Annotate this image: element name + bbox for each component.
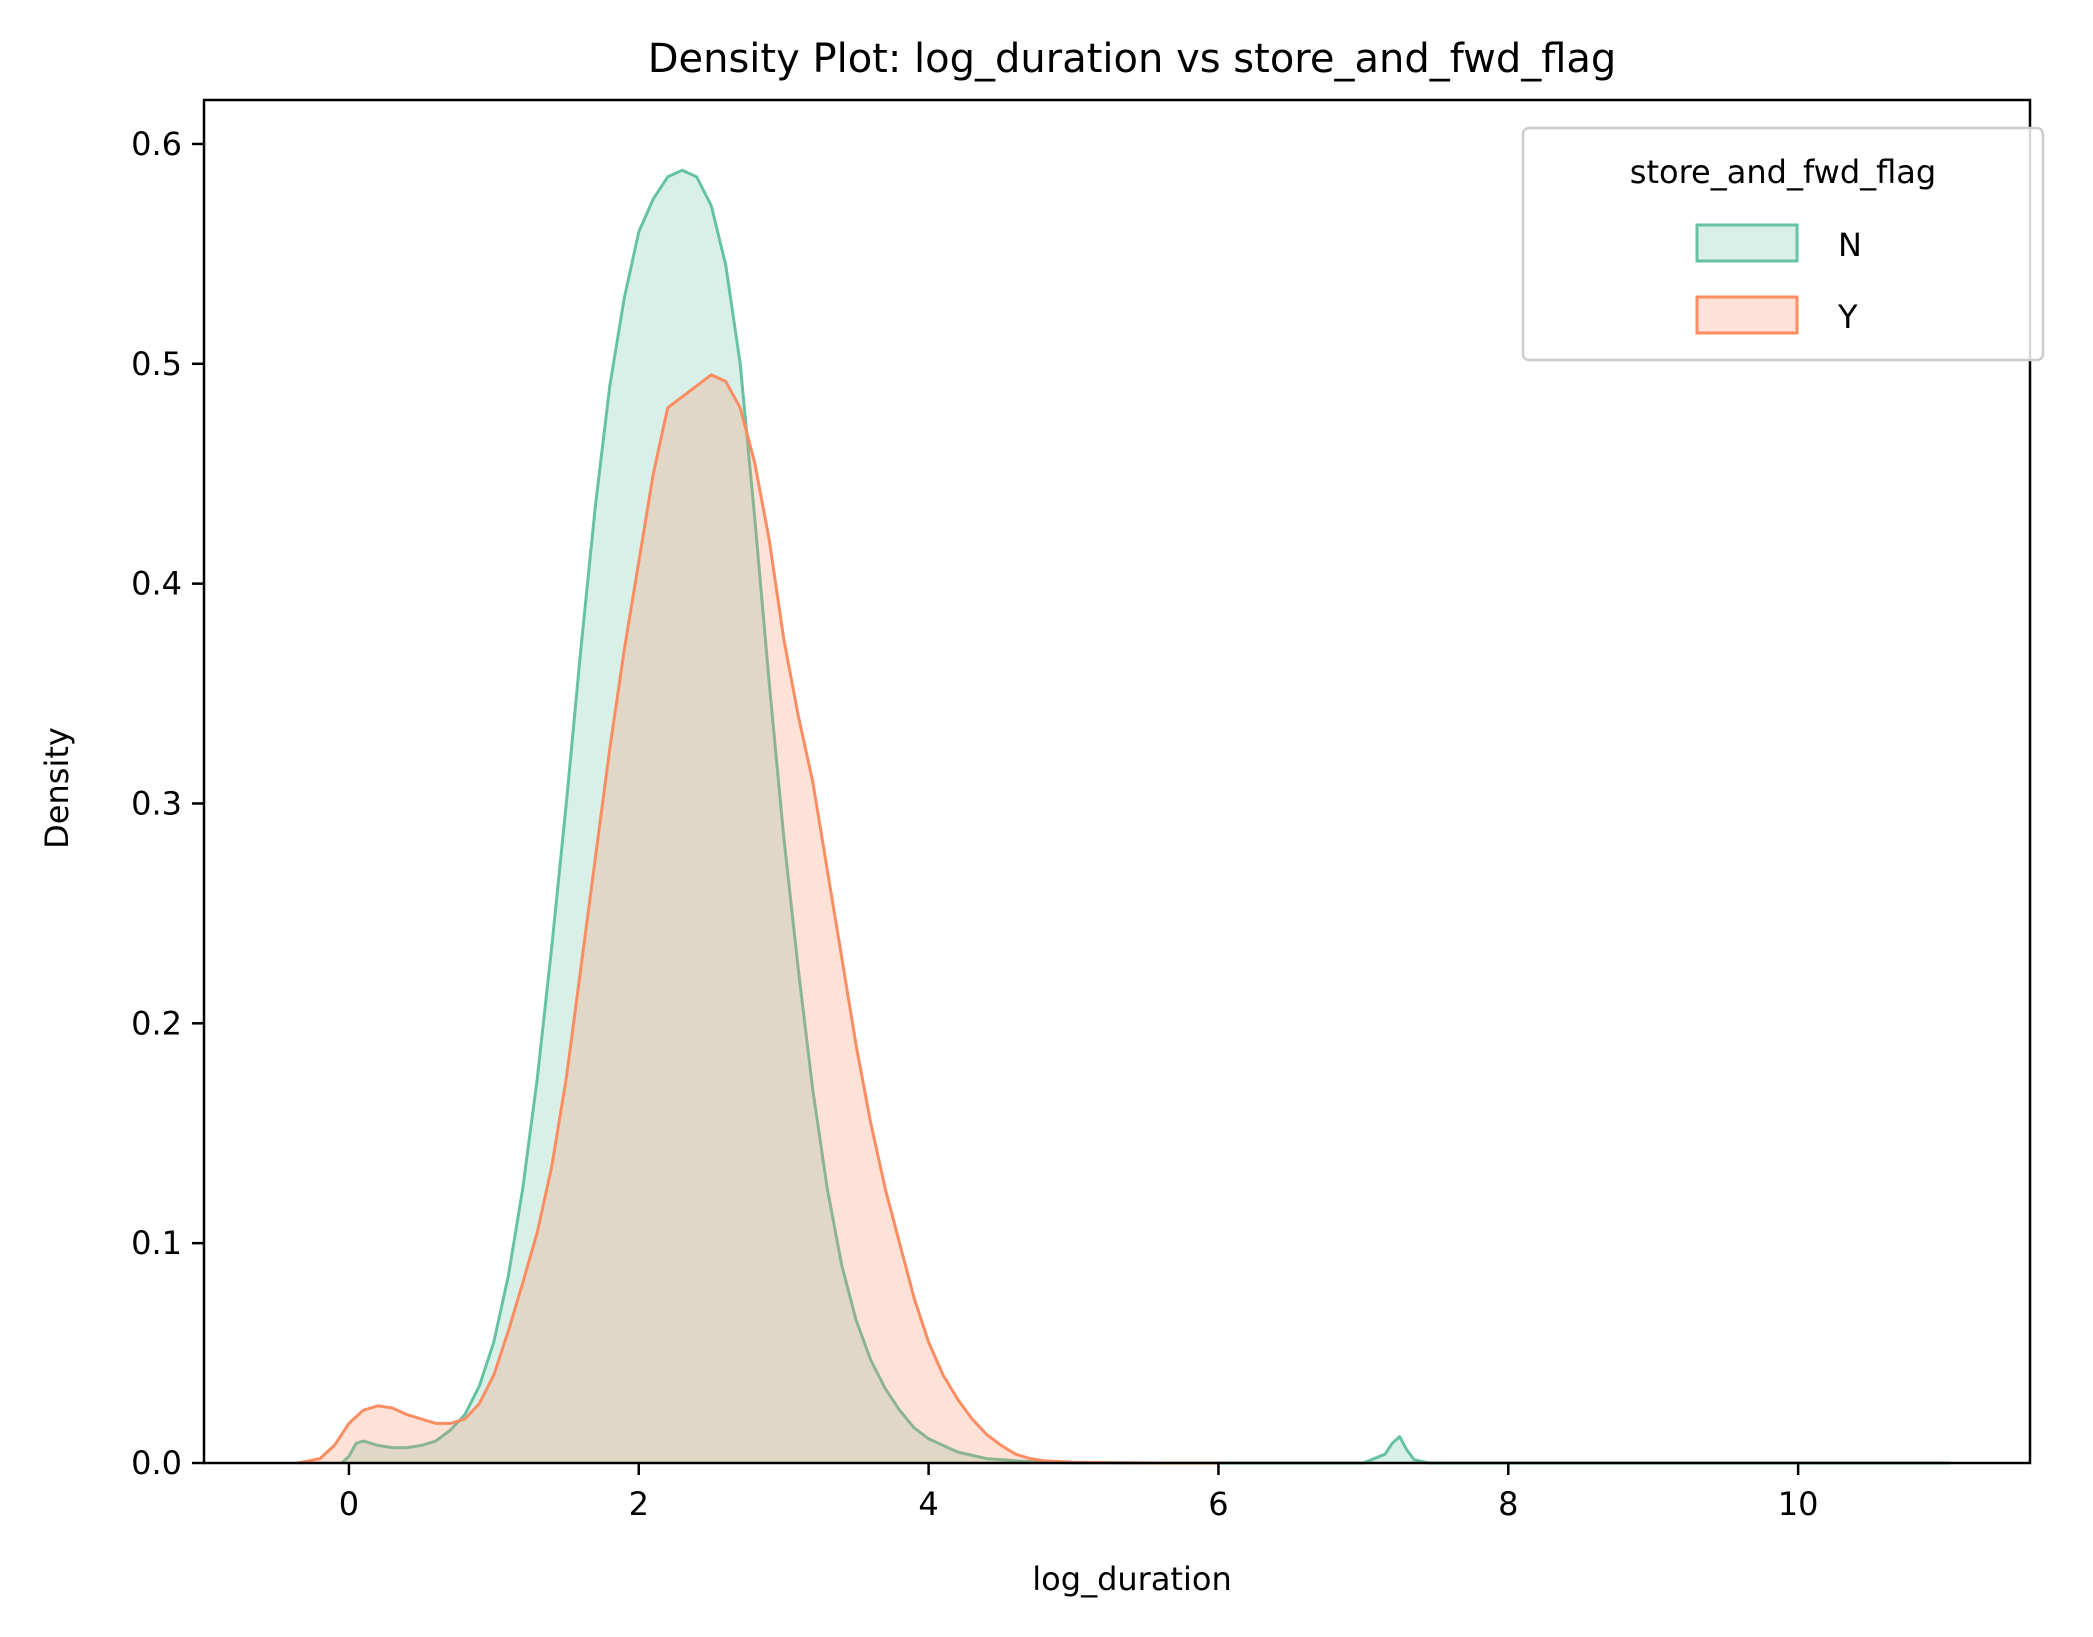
legend-swatch-N — [1695, 223, 1799, 263]
chart-title: Density Plot: log_duration vs store_and_… — [648, 36, 1617, 82]
series-Y-fill — [298, 374, 1219, 1463]
y-axis-label: Density — [38, 727, 76, 849]
axes-frame — [202, 98, 2032, 1465]
legend-title: store_and_fwd_flag — [1630, 153, 1936, 191]
x-tick-label: 2 — [629, 1485, 649, 1523]
x-tick-label: 10 — [1778, 1485, 1819, 1523]
series-Y-line — [297, 373, 1219, 1465]
x-tick-label: 4 — [918, 1485, 938, 1523]
legend-swatch-Y — [1695, 295, 1799, 335]
axes: 0 2 4 6 8 10 0.0 0.1 0.2 0.3 0.4 0.5 0.6 — [131, 98, 2032, 1523]
x-tick-label: 0 — [339, 1485, 359, 1523]
legend-label-N: N — [1838, 226, 1862, 264]
legend-frame — [1521, 126, 2045, 362]
y-tick-label: 0.5 — [131, 345, 182, 383]
y-tick-label: 0.4 — [131, 565, 182, 603]
y-tick-label: 0.0 — [131, 1444, 182, 1482]
legend: store_and_fwd_flag NY — [1521, 126, 2045, 362]
legend-entries: NY — [1695, 223, 1862, 336]
y-tick-label: 0.6 — [131, 125, 182, 163]
x-axis-label: log_duration — [1032, 1560, 1231, 1598]
y-tick-label: 0.2 — [131, 1004, 182, 1042]
x-tick-label: 6 — [1208, 1485, 1228, 1523]
y-tick-label: 0.3 — [131, 784, 182, 822]
y-tick-label: 0.1 — [131, 1224, 182, 1262]
legend-label-Y: Y — [1837, 298, 1858, 336]
series-N-fill — [341, 170, 1951, 1463]
x-tick-label: 8 — [1498, 1485, 1518, 1523]
